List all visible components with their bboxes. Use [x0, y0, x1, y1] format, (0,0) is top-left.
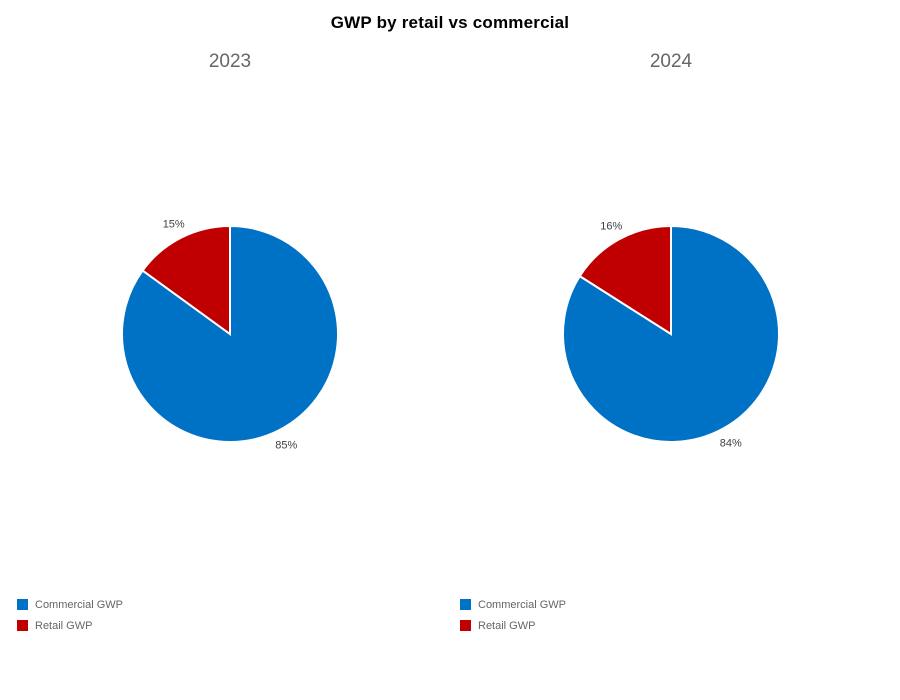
legend-item-retail-gwp[interactable]: Retail GWP: [17, 619, 123, 632]
legend-label-retail-gwp: Retail GWP: [478, 619, 536, 632]
legend-swatch-retail-gwp: [17, 620, 28, 631]
chart-title-2023: 2023: [208, 51, 252, 72]
legend-swatch-retail-gwp: [460, 620, 471, 631]
page-title: GWP by retail vs commercial: [330, 13, 570, 32]
pie-chart-panel-2023: 2023 85% 15% Commercial GWP Retail GWP: [17, 51, 339, 641]
legend-item-commercial-gwp[interactable]: Commercial GWP: [460, 598, 567, 611]
chart-title-2024: 2024: [649, 51, 693, 72]
pie-data-label-commercial-gwp: 84%: [720, 438, 742, 450]
legend-swatch-commercial-gwp: [460, 599, 471, 610]
pie-chart-2023: 85% 15%: [121, 219, 339, 451]
legend-label-commercial-gwp: Commercial GWP: [478, 598, 567, 611]
pie-slice-commercial-gwp[interactable]: [121, 224, 339, 443]
pie-slice-retail-gwp[interactable]: [141, 224, 231, 336]
pie-chart-panel-2024: 2024 84% 16% Commercial GWP Retail GWP: [450, 0, 900, 700]
pie-chart-2024: 84% 16%: [562, 220, 780, 450]
legend-2024: Commercial GWP Retail GWP: [460, 599, 566, 641]
pie-data-label-retail-gwp: 16%: [600, 220, 622, 232]
legend-2023: Commercial GWP Retail GWP: [17, 599, 123, 641]
legend-label-commercial-gwp: Commercial GWP: [35, 598, 124, 611]
legend-item-commercial-gwp[interactable]: Commercial GWP: [17, 598, 124, 611]
legend-label-retail-gwp: Retail GWP: [35, 619, 93, 632]
pie-data-label-commercial-gwp: 85%: [275, 439, 297, 451]
legend-item-retail-gwp[interactable]: Retail GWP: [460, 619, 566, 632]
pie-slice-retail-gwp[interactable]: [578, 224, 672, 336]
pie-data-label-retail-gwp: 15%: [163, 219, 185, 231]
legend-swatch-commercial-gwp: [17, 599, 28, 610]
pie-slice-commercial-gwp[interactable]: [562, 224, 780, 443]
